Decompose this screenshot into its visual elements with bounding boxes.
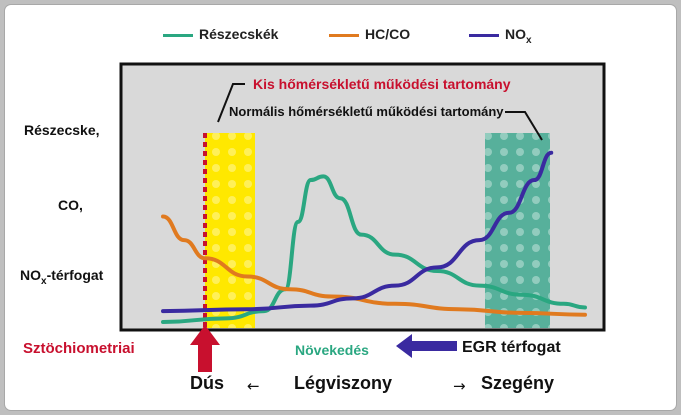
legend-label-reszecskek: Részecskék (199, 26, 279, 42)
legend-nox: NOx (469, 26, 532, 46)
y-label-nox-rest: -térfogat (46, 267, 104, 283)
normal-temp-annotation: Normális hőmérsékletű működési tartomány (229, 104, 504, 119)
legend-reszecskek: Részecskék (163, 26, 278, 42)
stoich-label: Sztöchiometriai (23, 340, 135, 357)
legend-label-nox-sub: x (526, 34, 532, 46)
stoich-arrow (190, 325, 220, 372)
y-label-nox-main: NO (20, 267, 41, 283)
hcco-curve (161, 214, 587, 317)
egr-arrow (396, 334, 457, 358)
increase-label: Növekedés (295, 342, 369, 358)
legend-label-hcco: HC/CO (365, 26, 411, 42)
x-label-lean: Szegény (481, 373, 555, 393)
legend-swatch-nox (469, 33, 499, 37)
right-arrow-icon: → (453, 377, 466, 395)
left-arrow-icon: ← (247, 377, 260, 395)
legend-hcco: HC/CO (329, 26, 410, 42)
legend-swatch-reszecskek (163, 33, 193, 37)
y-label-co: CO, (58, 197, 83, 213)
y-label-reszecske: Részecske, (24, 122, 100, 138)
curves (161, 150, 587, 324)
y-label-nox: NOx-térfogat (20, 267, 103, 287)
y-label-nox-sub: x (41, 275, 47, 287)
x-label-center: Légviszony (294, 373, 393, 393)
egr-label: EGR térfogat (462, 339, 561, 356)
low-temp-annotation: Kis hőmérsékletű működési tartomány (253, 76, 511, 92)
nox-curve (161, 150, 554, 314)
low-temp-leader (217, 83, 245, 123)
legend-swatch-hcco (329, 33, 359, 37)
low-temp-band-dots (205, 133, 255, 328)
normal-temp-leader (505, 111, 543, 141)
x-label-rich: Dús (190, 373, 225, 393)
legend-label-nox: NO (505, 26, 526, 42)
